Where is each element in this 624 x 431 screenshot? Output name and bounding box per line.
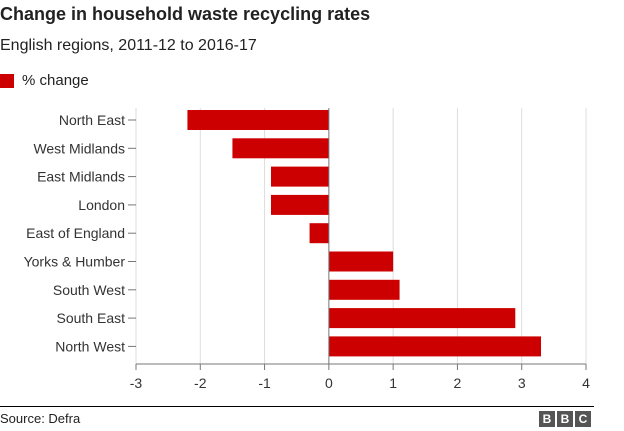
legend-label: % change: [22, 72, 89, 89]
category-label: South West: [53, 282, 125, 298]
x-tick-label: 3: [518, 375, 526, 391]
bar: [309, 223, 329, 244]
legend-swatch: [0, 73, 14, 88]
bar: [328, 279, 400, 300]
legend: % change: [0, 72, 89, 89]
bar: [271, 166, 329, 187]
bar: [328, 308, 516, 329]
bbc-logo-letter: B: [539, 411, 555, 427]
category-label: South East: [57, 310, 126, 326]
category-label: North East: [59, 112, 125, 128]
x-tick-label: 0: [325, 375, 333, 391]
category-label: Yorks & Humber: [24, 254, 126, 270]
category-label: West Midlands: [33, 140, 125, 156]
bar: [328, 336, 541, 357]
bar: [232, 138, 329, 159]
x-tick-label: 2: [454, 375, 462, 391]
bar: [187, 110, 329, 130]
bar: [271, 194, 329, 215]
x-tick-label: 1: [389, 375, 397, 391]
category-label: East Midlands: [37, 169, 125, 185]
chart-title: Change in household waste recycling rate…: [0, 4, 371, 24]
x-tick-label: -3: [130, 375, 143, 391]
source-note: Source: Defra: [0, 411, 81, 426]
bbc-logo-letter: B: [557, 411, 573, 427]
category-label: North West: [55, 338, 125, 354]
chart-subtitle: English regions, 2011-12 to 2016-17: [0, 37, 257, 54]
bbc-logo: B B C: [537, 411, 591, 427]
category-label: East of England: [26, 225, 125, 241]
footer-divider: [0, 406, 594, 407]
category-label: London: [78, 197, 125, 213]
x-tick-label: -1: [258, 375, 271, 391]
x-tick-label: 4: [582, 375, 590, 391]
x-tick-label: -2: [194, 375, 207, 391]
bbc-logo-letter: C: [575, 411, 591, 427]
bar: [328, 251, 394, 272]
